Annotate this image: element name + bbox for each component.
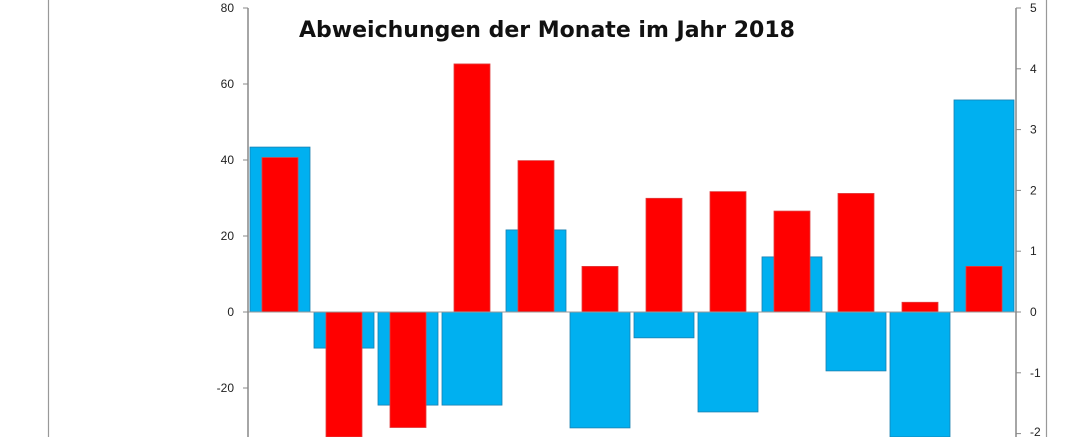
y-left-tick-label: 80 [221, 1, 235, 15]
y-right-tick-label: 2 [1030, 183, 1037, 197]
y-right-tick-label: 5 [1030, 1, 1037, 15]
red-bar-month-6 [581, 265, 619, 313]
y-right-tick-label: -2 [1030, 425, 1041, 437]
blue-bar-month-10 [825, 311, 887, 372]
y-right-tick-label: 4 [1030, 62, 1037, 76]
y-left-tick-label: 40 [221, 153, 235, 167]
red-bar-month-9 [773, 210, 811, 313]
red-bar-month-1 [261, 157, 299, 313]
y-right-tick-label: 0 [1030, 305, 1037, 319]
red-bar-month-5 [517, 160, 555, 313]
red-bar-month-12 [965, 265, 1003, 313]
red-bar-month-2 [325, 311, 363, 437]
y-right-tick-label: 1 [1030, 244, 1037, 258]
red-bar-month-8 [709, 191, 747, 313]
y-left-tick-label: 20 [221, 229, 235, 243]
red-bar-month-11 [901, 301, 939, 313]
blue-bar-month-6 [569, 311, 631, 429]
chart-title: Abweichungen der Monate im Jahr 2018 [299, 18, 795, 43]
blue-bar-month-11 [889, 311, 951, 437]
red-bar-month-4 [453, 63, 491, 313]
y-left-tick-label: -20 [217, 381, 235, 395]
y-left-tick-label: 60 [221, 77, 235, 91]
blue-bar-month-4 [441, 311, 503, 406]
blue-bar-month-7 [633, 311, 695, 339]
red-bar-month-7 [645, 197, 683, 313]
red-bar-month-3 [389, 311, 427, 428]
blue-bar-month-8 [697, 311, 759, 413]
y-right-tick-label: 3 [1030, 123, 1037, 137]
red-bar-month-10 [837, 193, 875, 313]
y-left-tick-label: 0 [227, 305, 234, 319]
y-right-tick-label: -1 [1030, 366, 1041, 380]
